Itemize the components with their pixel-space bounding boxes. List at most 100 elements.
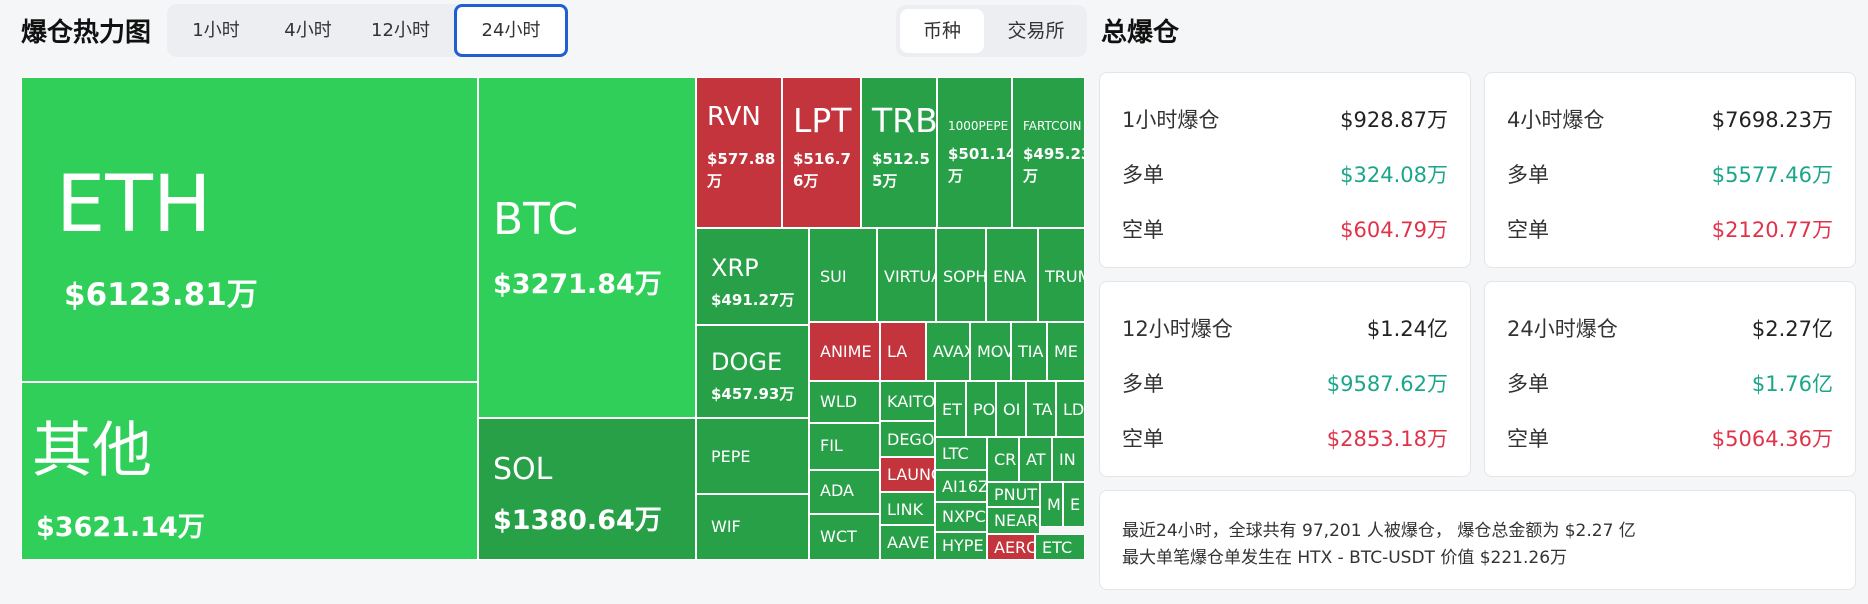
heatmap-cell-1000pepe[interactable]: 1000PEPE $501.14万: [937, 77, 1012, 228]
heatmap-cell-rvn[interactable]: RVN $577.88万: [696, 77, 782, 228]
timeframe-tabs: 1小时 4小时 12小时 24小时: [167, 4, 568, 57]
heatmap-cell-po[interactable]: PO: [966, 381, 996, 437]
cell-symbol: LINK: [887, 500, 924, 519]
card-label: 12小时爆仓: [1122, 317, 1233, 341]
card-label: 24小时爆仓: [1507, 317, 1618, 341]
cell-symbol: ETC: [1042, 538, 1073, 557]
heatmap-cell-doge[interactable]: DOGE $457.93万: [696, 325, 809, 418]
page-title: 爆仓热力图: [21, 18, 152, 48]
cell-symbol: RVN: [707, 102, 761, 132]
heatmap-cell-fil[interactable]: FIL: [809, 423, 880, 470]
cell-symbol: DOGE: [711, 348, 783, 376]
short-value: $5064.36万: [1711, 427, 1833, 451]
heatmap-cell-cr[interactable]: CR: [987, 437, 1019, 482]
cell-symbol: AT: [1026, 450, 1046, 469]
cell-symbol: IN: [1059, 450, 1076, 469]
heatmap-cell-aero[interactable]: AERO: [987, 534, 1035, 560]
cell-symbol: MOVE: [977, 342, 1010, 361]
heatmap-cell-dego[interactable]: DEGO: [880, 421, 935, 457]
heatmap-cell-me[interactable]: ME: [1047, 322, 1085, 381]
cell-symbol: ET: [942, 400, 962, 419]
group-by-exchange-button[interactable]: 交易所: [1007, 20, 1065, 42]
heatmap-cell-oi[interactable]: OI: [996, 381, 1026, 437]
cell-symbol: CR: [994, 450, 1017, 469]
heatmap-cell-at[interactable]: AT: [1019, 437, 1052, 482]
cell-symbol: SOPH: [943, 267, 986, 286]
cell-symbol: SUI: [820, 267, 847, 286]
tab-12h[interactable]: 12小时: [371, 20, 430, 41]
cell-symbol: TRUMP: [1045, 267, 1084, 286]
heatmap-cell-near[interactable]: NEAR: [987, 507, 1040, 534]
cell-symbol: HYPE: [942, 536, 984, 555]
heatmap-cell-ai16z[interactable]: AI16Z: [935, 470, 987, 502]
summary-note: 最近24小时，全球共有 97,201 人被爆仓， 爆仓总金额为 $2.27 亿 …: [1099, 490, 1856, 590]
cell-symbol: LAUNCH: [887, 465, 934, 484]
cell-symbol: FIL: [820, 436, 843, 455]
heatmap-cell-sui[interactable]: SUI: [809, 228, 877, 322]
cell-symbol: LA: [887, 342, 908, 361]
cell-symbol: AERO: [994, 538, 1035, 557]
heatmap-cell-fartcoin[interactable]: FARTCOIN $495.23万: [1012, 77, 1085, 228]
heatmap-cell-nxpc[interactable]: NXPC: [935, 502, 987, 532]
heatmap-cell-ta[interactable]: TA: [1026, 381, 1056, 437]
heatmap-cell-ada[interactable]: ADA: [809, 470, 880, 514]
heatmap-cell-eth[interactable]: ETH $6123.81万: [21, 77, 478, 382]
summary-card-4h: 4小时爆仓 $7698.23万 多单 $5577.46万 空单 $2120.77万: [1484, 72, 1856, 268]
note-line-1: 最近24小时，全球共有 97,201 人被爆仓， 爆仓总金额为 $2.27 亿: [1122, 521, 1636, 541]
tab-24h[interactable]: 24小时: [454, 4, 568, 57]
heatmap-cell-pepe[interactable]: PEPE: [696, 418, 809, 494]
heatmap-cell-move[interactable]: MOVE: [970, 322, 1011, 381]
cell-symbol: ETH: [56, 160, 212, 250]
heatmap-cell-tia[interactable]: TIA: [1011, 322, 1047, 381]
cell-amount: $495.23万: [1023, 145, 1085, 185]
heatmap-cell-in[interactable]: IN: [1052, 437, 1085, 482]
cell-amount: $457.93万: [711, 385, 795, 403]
long-label: 多单: [1122, 372, 1164, 396]
short-label: 空单: [1122, 218, 1164, 242]
heatmap-cell-ena[interactable]: ENA: [986, 228, 1038, 322]
heatmap-cell-btc[interactable]: BTC $3271.84万: [478, 77, 696, 418]
cell-amount: $491.27万: [711, 291, 795, 309]
heatmap-cell-trump[interactable]: TRUMP: [1038, 228, 1085, 322]
heatmap-cell-pnut[interactable]: PNUT: [987, 482, 1040, 507]
heatmap-cell-launch[interactable]: LAUNCH: [880, 457, 935, 492]
heatmap-cell-link[interactable]: LINK: [880, 492, 935, 525]
long-value: $1.76亿: [1751, 372, 1833, 396]
heatmap-cell-kaito[interactable]: KAITO: [880, 381, 935, 421]
heatmap-cell-soph[interactable]: SOPH: [936, 228, 986, 322]
heatmap-cell-其他[interactable]: 其他 $3621.14万: [21, 382, 478, 560]
cell-symbol: TIA: [1018, 342, 1044, 361]
heatmap-cell-wct[interactable]: WCT: [809, 514, 880, 560]
heatmap-cell-ld[interactable]: LD: [1056, 381, 1085, 437]
heatmap-cell-sol[interactable]: SOL $1380.64万: [478, 418, 696, 560]
cell-symbol: WLD: [820, 392, 858, 411]
heatmap-cell-etc[interactable]: ETC: [1035, 534, 1085, 560]
tab-4h[interactable]: 4小时: [284, 20, 332, 41]
heatmap-cell-avax[interactable]: AVAX: [926, 322, 970, 381]
heatmap-cell-wld[interactable]: WLD: [809, 381, 880, 423]
short-label: 空单: [1507, 218, 1549, 242]
heatmap-cell-m[interactable]: M: [1040, 482, 1063, 527]
heatmap-cell-anime[interactable]: ANIME: [809, 322, 880, 381]
heatmap-cell-wif[interactable]: WIF: [696, 494, 809, 560]
heatmap-cell-ltc[interactable]: LTC: [935, 437, 987, 470]
heatmap-cell-aave[interactable]: AAVE: [880, 525, 935, 560]
cell-amount: $6123.81万: [64, 277, 258, 313]
heatmap-cell-la[interactable]: LA: [880, 322, 926, 381]
cell-symbol: VIRTUAL: [884, 267, 935, 286]
heatmap-cell-e[interactable]: E: [1063, 482, 1085, 527]
heatmap-cell-hype[interactable]: HYPE: [935, 532, 987, 560]
short-value: $2853.18万: [1326, 427, 1448, 451]
cell-symbol: NEAR: [994, 511, 1039, 530]
long-value: $9587.62万: [1326, 372, 1448, 396]
long-label: 多单: [1507, 163, 1549, 187]
heatmap-cell-et[interactable]: ET: [935, 381, 966, 437]
heatmap-cell-trb[interactable]: TRB $512.55万: [861, 77, 937, 228]
card-total: $7698.23万: [1711, 108, 1833, 132]
group-by-coin-button[interactable]: 币种: [900, 9, 984, 53]
heatmap-cell-lpt[interactable]: LPT $516.76万: [782, 77, 861, 228]
heatmap-cell-xrp[interactable]: XRP $491.27万: [696, 228, 809, 325]
tab-1h[interactable]: 1小时: [192, 20, 240, 41]
heatmap-cell-virtual[interactable]: VIRTUAL: [877, 228, 936, 322]
